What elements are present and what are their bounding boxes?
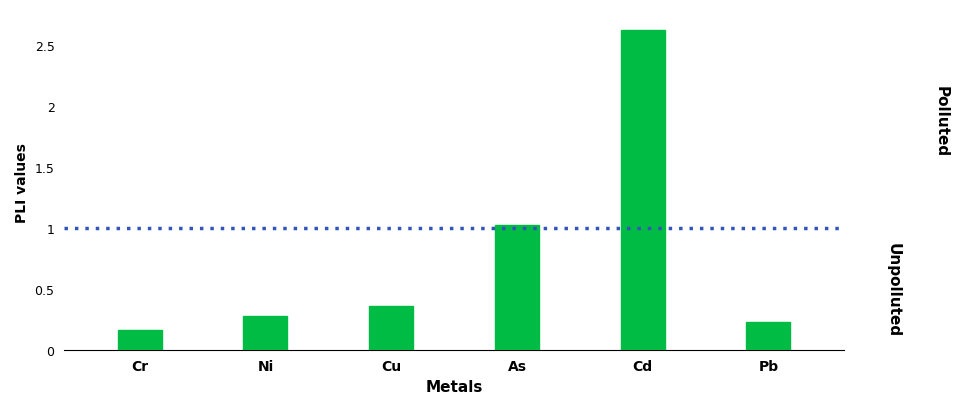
- Text: Polluted: Polluted: [934, 86, 949, 157]
- Y-axis label: PLI values: PLI values: [15, 143, 29, 222]
- Bar: [621, 31, 665, 350]
- X-axis label: Metals: Metals: [426, 379, 483, 394]
- Text: Unpolluted: Unpolluted: [885, 242, 900, 336]
- Bar: [747, 322, 791, 350]
- Bar: [369, 306, 413, 350]
- Bar: [495, 226, 539, 350]
- Bar: [118, 330, 162, 350]
- Bar: [243, 316, 288, 350]
